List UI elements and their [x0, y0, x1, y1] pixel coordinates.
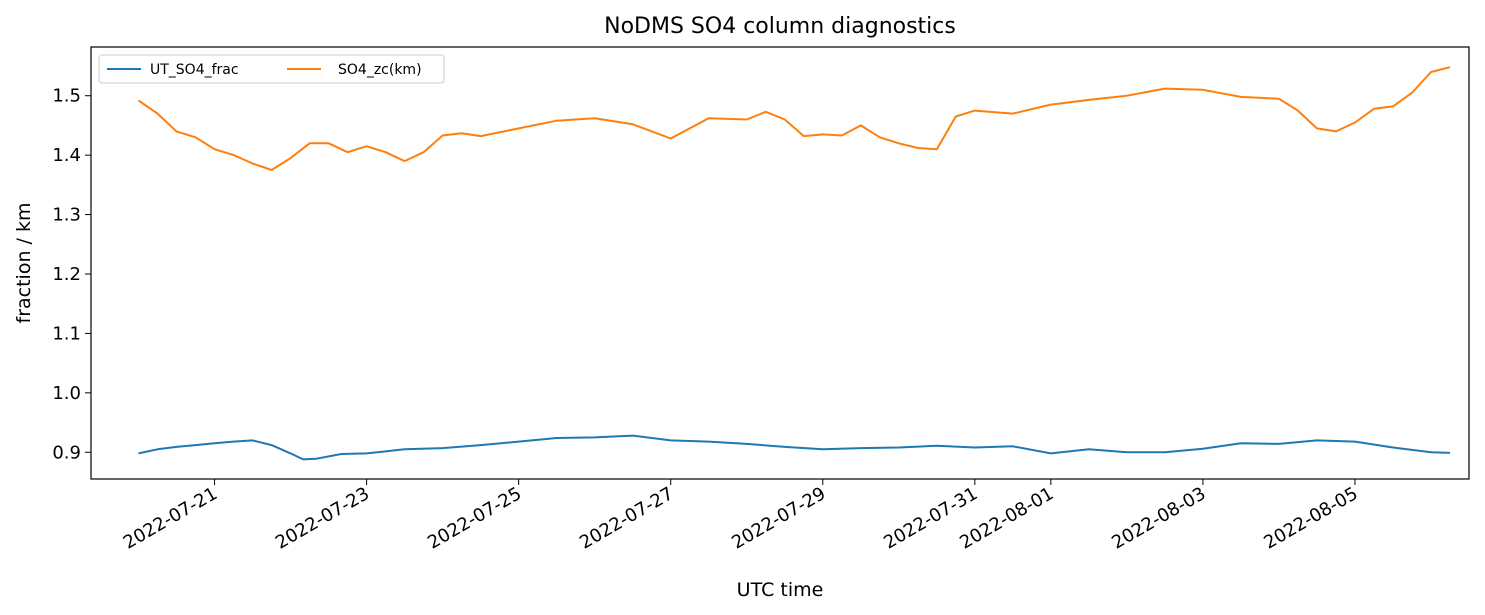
- x-axis-label: UTC time: [737, 579, 824, 601]
- chart-title: NoDMS SO4 column diagnostics: [604, 14, 956, 39]
- series-line-0: [138, 434, 1451, 461]
- y-axis-ticks: 0.9 1.0 1.1 1.2 1.3 1.4 1.5: [52, 86, 91, 463]
- legend-label-so4-zc: SO4_zc(km): [338, 62, 422, 78]
- legend-box: [98, 54, 445, 84]
- y-tick-label: 1.0: [52, 383, 81, 404]
- y-tick-label: 1.5: [52, 86, 81, 107]
- series-layer: [137, 66, 1451, 461]
- y-tick-label: 1.2: [52, 264, 81, 285]
- y-tick-label: 1.3: [52, 205, 81, 226]
- legend-label-ut-so4-frac: UT_SO4_frac: [150, 62, 239, 78]
- series-line-1: [137, 66, 1451, 171]
- y-tick-label: 0.9: [52, 442, 81, 463]
- y-tick-label: 1.1: [52, 323, 81, 344]
- y-axis-label: fraction / km: [13, 203, 35, 324]
- plot-frame: [90, 46, 1470, 480]
- legend: UT_SO4_frac SO4_zc(km): [98, 54, 445, 84]
- y-tick-label: 1.4: [52, 145, 81, 166]
